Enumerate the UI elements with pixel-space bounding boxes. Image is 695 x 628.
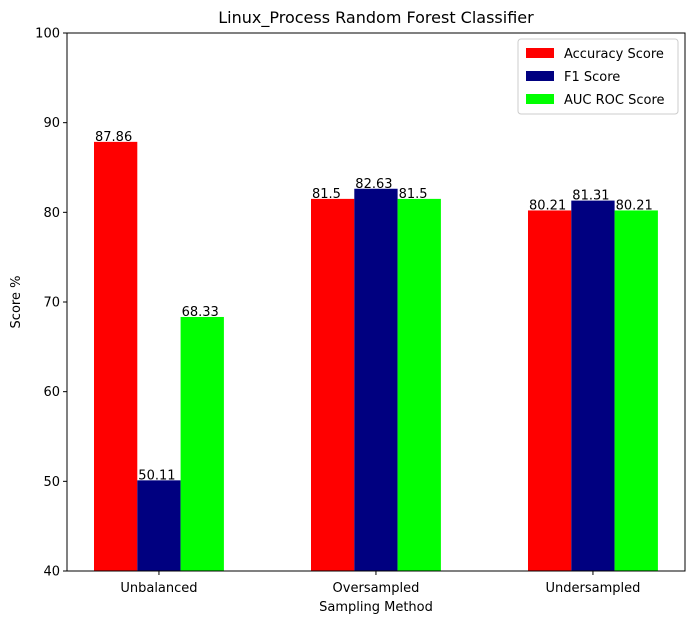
- legend-box: [517, 38, 679, 115]
- bar: [180, 316, 224, 571]
- data-label: 80.21: [529, 198, 566, 213]
- y-tick-label: 90: [43, 116, 60, 131]
- legend-swatch: [526, 48, 554, 58]
- bar: [354, 188, 398, 571]
- y-tick-label: 60: [43, 385, 60, 400]
- data-label: 81.5: [399, 187, 428, 202]
- data-label: 81.5: [312, 187, 341, 202]
- bar: [311, 198, 355, 571]
- bar: [614, 210, 658, 572]
- bar: [397, 198, 441, 571]
- x-tick-label: Oversampled: [333, 581, 420, 596]
- x-tick-label: Unbalanced: [120, 581, 197, 596]
- y-tick-label: 70: [43, 296, 60, 311]
- axes-layer: 40 50 60 70 80 90 100 Unbalanced Oversampled Unde…: [35, 27, 686, 596]
- bar: [528, 210, 572, 572]
- data-label: 82.63: [355, 177, 392, 192]
- y-axis-label: Score %: [9, 276, 24, 329]
- legend-label: Accuracy Score: [564, 47, 664, 62]
- chart-title: Linux_Process Random Forest Classifier: [218, 8, 534, 28]
- data-label: 50.11: [138, 468, 175, 483]
- x-tick-label: Undersampled: [546, 581, 641, 596]
- y-tick-label: 100: [35, 27, 60, 42]
- bar: [571, 200, 615, 571]
- x-axis-label: Sampling Method: [319, 600, 433, 615]
- bar: [94, 141, 138, 571]
- bars-layer: [94, 141, 658, 572]
- data-label: 81.31: [572, 189, 609, 204]
- data-labels-layer: 87.86 50.11 68.33 81.5 82.63 81.5 80.21 81.31 80…: [95, 130, 653, 483]
- y-tick-label: 80: [43, 206, 60, 221]
- legend-swatch: [526, 94, 554, 104]
- data-label: 68.33: [182, 305, 219, 320]
- data-label: 87.86: [95, 130, 132, 145]
- bar: [137, 480, 181, 571]
- legend-label: F1 Score: [564, 70, 620, 85]
- legend-label: AUC ROC Score: [564, 93, 665, 108]
- y-tick-label: 40: [43, 565, 60, 580]
- legend-swatch: [526, 71, 554, 81]
- y-tick-label: 50: [43, 475, 60, 490]
- legend: Accuracy Score F1 Score AUC ROC Score: [517, 38, 679, 115]
- data-label: 80.21: [616, 198, 653, 213]
